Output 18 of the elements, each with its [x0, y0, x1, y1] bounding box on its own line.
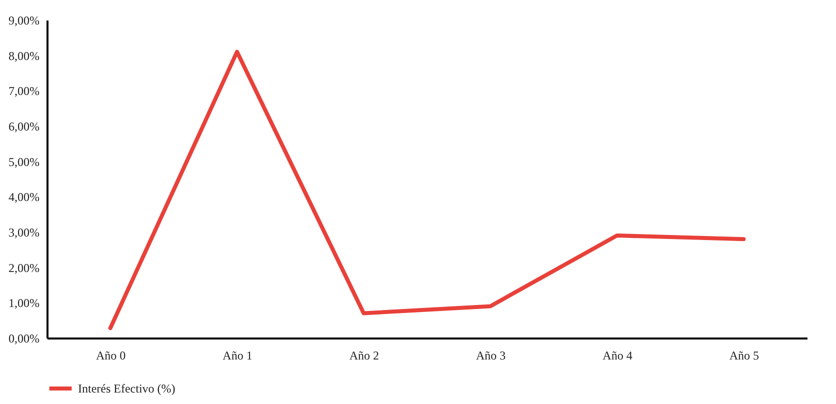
legend-label: Interés Efectivo (%) [78, 382, 176, 396]
line-series [108, 50, 746, 330]
y-tick-label: 5,00% [8, 154, 40, 169]
y-tick-label: 9,00% [8, 14, 40, 28]
x-tick-label: Año 2 [349, 348, 380, 362]
y-tick-label: 8,00% [8, 48, 40, 63]
y-tick-label: 3,00% [8, 226, 40, 240]
x-tick-label: Año 4 [602, 348, 632, 362]
y-tick-label: 6,00% [8, 120, 40, 134]
y-tick-label: 4,00% [8, 190, 40, 204]
y-tick-label: 0,00% [8, 332, 40, 346]
x-tick-label: Año 1 [222, 348, 252, 362]
y-tick-label: 7,00% [8, 84, 40, 98]
x-tick-label: Año 5 [729, 348, 760, 362]
x-tick-label: Año 0 [96, 348, 126, 362]
y-tick-label: 2,00% [8, 260, 40, 275]
x-tick-label: Año 3 [476, 348, 506, 362]
y-tick-label: 1,00% [8, 296, 40, 310]
